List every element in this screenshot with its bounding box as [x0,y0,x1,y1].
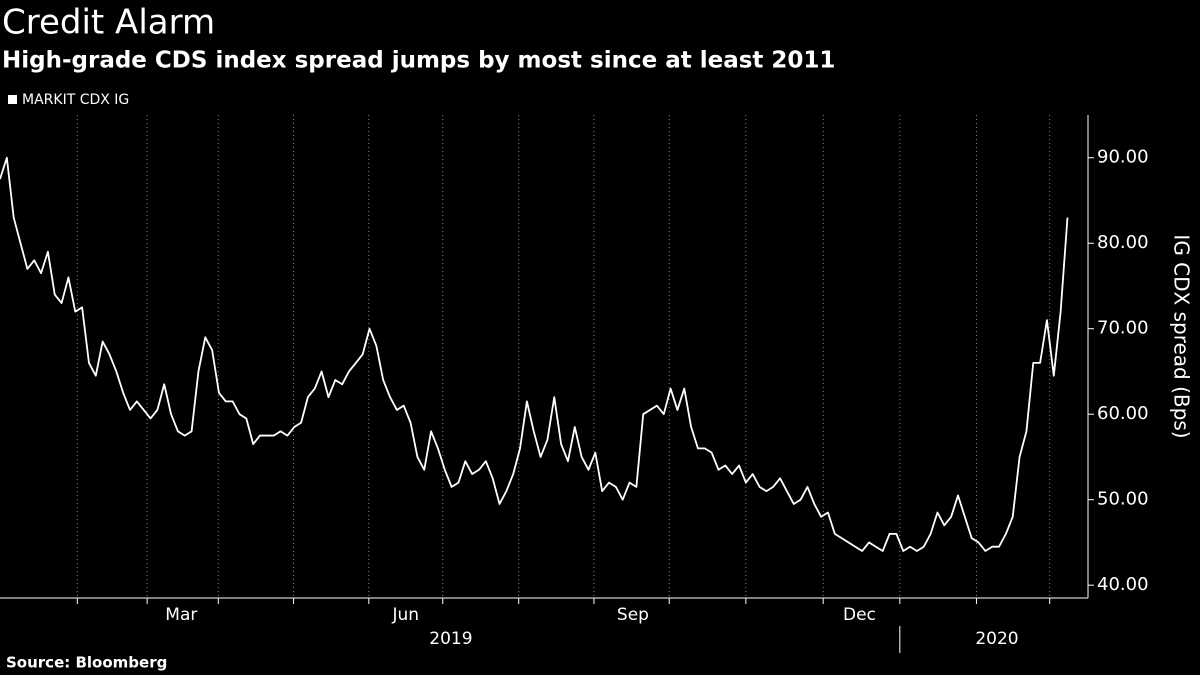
x-tick-label: Mar [165,605,197,625]
legend-swatch [8,95,17,104]
source-note: Source: Bloomberg [6,654,167,672]
year-label: 2020 [975,629,1018,649]
y-axis-title: IG CDX spread (Bps) [1170,234,1194,438]
year-label: 2019 [429,629,472,649]
y-tick-label: 90.00 [1097,147,1149,168]
series-line [0,156,1069,552]
chart-title: Credit Alarm [2,3,215,43]
x-tick-label: Sep [617,605,649,625]
y-tick-label: 60.00 [1097,403,1149,424]
y-tick-label: 50.00 [1097,489,1149,510]
chart-subtitle: High-grade CDS index spread jumps by mos… [2,48,835,74]
x-tick-label: Dec [843,605,876,625]
y-tick-label: 80.00 [1097,232,1149,253]
x-tick-label: Jun [391,605,419,625]
legend-label: MARKIT CDX IG [22,92,129,108]
y-tick-label: 40.00 [1097,574,1149,595]
y-tick-label: 70.00 [1097,318,1149,339]
